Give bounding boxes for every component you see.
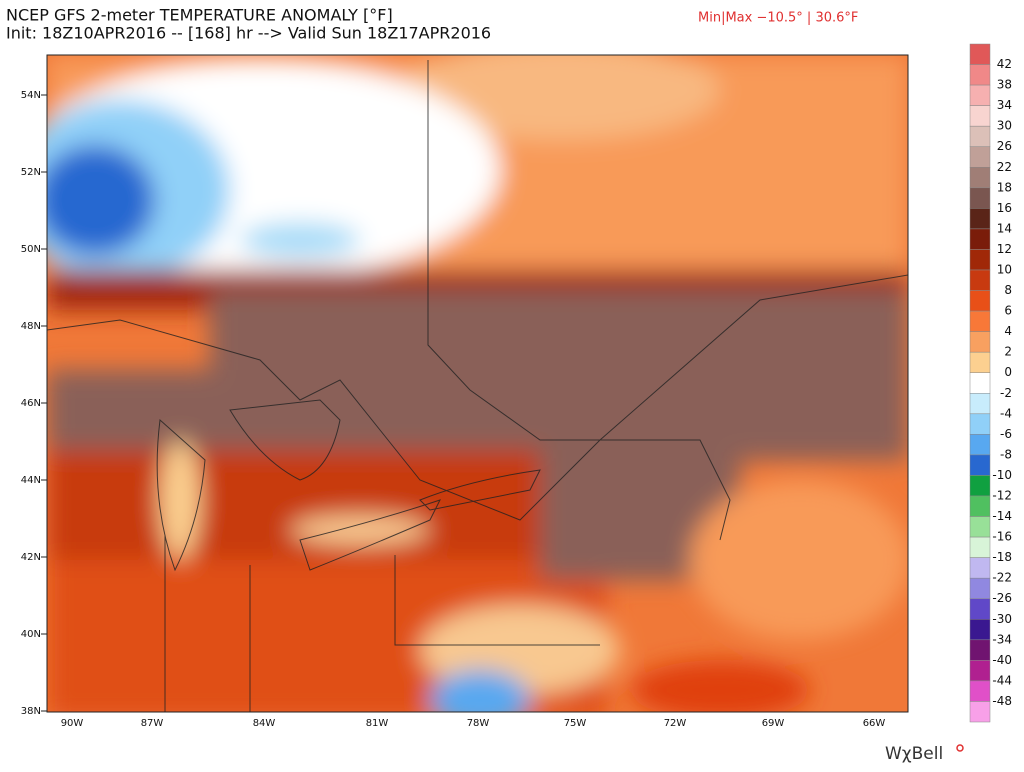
colorbar-swatch: [969, 680, 991, 702]
colorbar-label: 14: [997, 221, 1012, 235]
colorbar-swatch: [969, 413, 991, 435]
colorbar-swatch: [969, 536, 991, 558]
lon-label: 78W: [467, 718, 490, 729]
colorbar-swatch: [969, 310, 991, 332]
colorbar-label: -26: [992, 591, 1012, 605]
colorbar-swatch: [969, 290, 991, 312]
colorbar-label: 30: [997, 119, 1012, 133]
lat-label: 50N: [21, 244, 41, 255]
colorbar-label: -8: [1000, 447, 1012, 461]
lat-label: 54N: [21, 90, 41, 101]
lon-label: 81W: [366, 718, 389, 729]
colorbar-swatch: [969, 660, 991, 682]
lon-label: 66W: [863, 718, 886, 729]
colorbar-swatch: [969, 64, 991, 86]
colorbar-label: -4: [1000, 406, 1012, 420]
brand: WχBell: [885, 744, 943, 764]
colorbar-swatch: [969, 434, 991, 456]
colorbar-label: -40: [992, 653, 1012, 667]
colorbar-label: -16: [992, 530, 1012, 544]
lat-label: 44N: [21, 475, 41, 486]
colorbar-label: 42: [997, 57, 1012, 71]
lat-label: 48N: [21, 321, 41, 332]
colorbar-swatch: [969, 557, 991, 579]
lon-label: 84W: [253, 718, 276, 729]
colorbar-swatch: [969, 228, 991, 250]
colorbar-swatch: [969, 167, 991, 189]
lon-label: 87W: [141, 718, 164, 729]
colorbar-label: -2: [1000, 386, 1012, 400]
map-field: [47, 55, 908, 712]
colorbar-label: 8: [1004, 283, 1012, 297]
colorbar-label: 2: [1004, 345, 1012, 359]
colorbar-label: 4: [1004, 324, 1012, 338]
lon-label: 75W: [564, 718, 587, 729]
colorbar-swatch: [969, 495, 991, 517]
lat-label: 52N: [21, 167, 41, 178]
colorbar-label: 38: [997, 78, 1012, 92]
colorbar-label: 34: [997, 98, 1012, 112]
colorbar-label: -34: [992, 632, 1012, 646]
colorbar-swatch: [969, 372, 991, 394]
colorbar-swatch: [969, 639, 991, 661]
lat-label: 38N: [21, 706, 41, 717]
colorbar-label: 12: [997, 242, 1012, 256]
init-line: Init: 18Z10APR2016 -- [168] hr --> Valid…: [6, 24, 491, 43]
colorbar-label: 6: [1004, 304, 1012, 318]
colorbar-swatch: [969, 208, 991, 230]
lon-label: 69W: [762, 718, 785, 729]
colorbar-swatch: [969, 598, 991, 620]
map-frame: [46, 54, 909, 713]
colorbar-label: 10: [997, 263, 1012, 277]
colorbar-swatch: [969, 454, 991, 476]
colorbar-swatch: [969, 516, 991, 538]
colorbar-label: -44: [992, 673, 1012, 687]
colorbar-label: 16: [997, 201, 1012, 215]
colorbar-label: -12: [992, 489, 1012, 503]
colorbar-label: 26: [997, 139, 1012, 153]
title: NCEP GFS 2-meter TEMPERATURE ANOMALY [°F…: [6, 6, 393, 25]
colorbar-swatch: [969, 269, 991, 291]
lon-label: 90W: [61, 718, 84, 729]
colorbar-label: -22: [992, 571, 1012, 585]
colorbar-label: 18: [997, 180, 1012, 194]
colorbar-swatch: [969, 43, 991, 65]
colorbar-label: -14: [992, 509, 1012, 523]
colorbar-swatch: [969, 619, 991, 641]
colorbar-swatch: [969, 701, 991, 723]
colorbar-label: -6: [1000, 427, 1012, 441]
brand-dot: [956, 744, 964, 752]
min-max: Min|Max −10.5° | 30.6°F: [698, 11, 858, 26]
colorbar-label: 22: [997, 160, 1012, 174]
colorbar-swatch: [969, 475, 991, 497]
colorbar-swatch: [969, 125, 991, 147]
colorbar-swatch: [969, 331, 991, 353]
colorbar-label: -30: [992, 612, 1012, 626]
colorbar-swatch: [969, 105, 991, 127]
lon-label: 72W: [664, 718, 687, 729]
colorbar-label: -18: [992, 550, 1012, 564]
colorbar-label: -48: [992, 694, 1012, 708]
colorbar-swatch: [969, 249, 991, 271]
lat-label: 40N: [21, 629, 41, 640]
colorbar-swatch: [969, 577, 991, 599]
colorbar-label: 0: [1004, 365, 1012, 379]
colorbar-swatch: [969, 187, 991, 209]
lat-label: 46N: [21, 398, 41, 409]
colorbar-label: -10: [992, 468, 1012, 482]
colorbar-swatch: [969, 146, 991, 168]
colorbar-swatch: [969, 351, 991, 373]
colorbar-swatch: [969, 84, 991, 106]
colorbar-swatch: [969, 393, 991, 415]
lat-label: 42N: [21, 552, 41, 563]
